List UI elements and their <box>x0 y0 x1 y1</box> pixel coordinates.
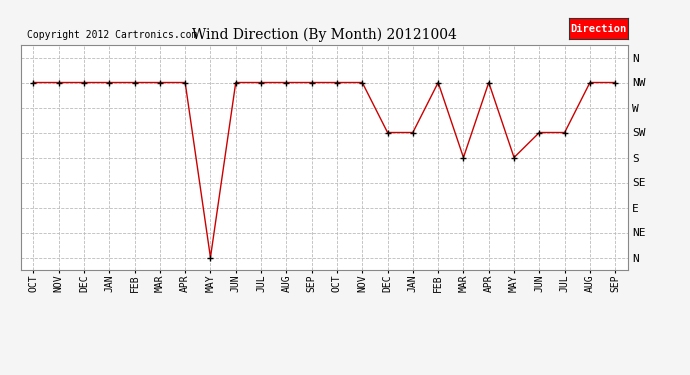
Title: Wind Direction (By Month) 20121004: Wind Direction (By Month) 20121004 <box>192 28 457 42</box>
Text: Copyright 2012 Cartronics.com: Copyright 2012 Cartronics.com <box>27 30 197 40</box>
Text: Direction: Direction <box>571 24 627 33</box>
